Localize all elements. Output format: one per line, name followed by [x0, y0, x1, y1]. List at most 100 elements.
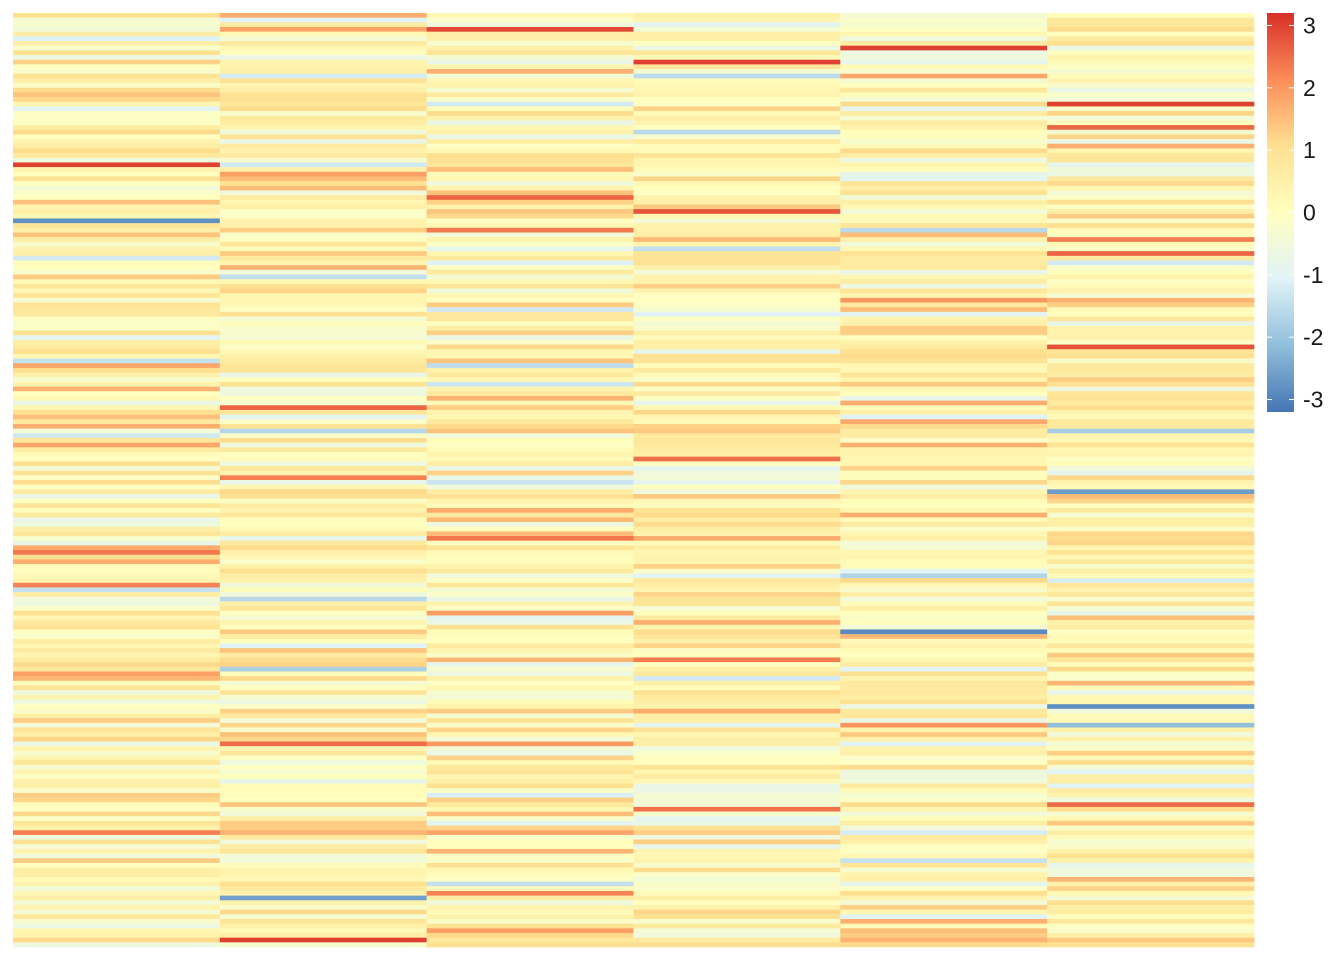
heatmap-cell [633, 792, 841, 798]
heatmap-cell [219, 423, 427, 429]
heatmap-cell [840, 708, 1048, 714]
heatmap-cell [633, 774, 841, 780]
heatmap-cell [13, 937, 221, 943]
heatmap-cell [1047, 582, 1255, 588]
heatmap-cell [633, 339, 841, 345]
heatmap-cell [1047, 900, 1255, 906]
heatmap-cell [13, 834, 221, 840]
heatmap-cell [840, 386, 1048, 392]
heatmap-cell [13, 825, 221, 831]
heatmap-cell [633, 923, 841, 929]
heatmap-cell [1047, 465, 1255, 471]
heatmap-cell [840, 792, 1048, 798]
heatmap-cell [426, 78, 634, 84]
heatmap-cell [219, 391, 427, 397]
heatmap-cell [633, 802, 841, 808]
heatmap-cell [13, 83, 221, 89]
heatmap-cell [219, 269, 427, 275]
heatmap-cell [1047, 45, 1255, 51]
heatmap-cell [219, 713, 427, 719]
heatmap-cell [840, 811, 1048, 817]
heatmap-cell [1047, 867, 1255, 873]
heatmap-cell [633, 456, 841, 462]
heatmap-cell [13, 802, 221, 808]
heatmap-cell [426, 307, 634, 313]
heatmap-cell [219, 297, 427, 303]
heatmap-cell [1047, 461, 1255, 467]
heatmap-cell [633, 269, 841, 275]
heatmap-cell [633, 839, 841, 845]
heatmap-cell [219, 629, 427, 635]
heatmap-cell [840, 676, 1048, 682]
heatmap-cell [426, 704, 634, 710]
heatmap-cell [633, 606, 841, 612]
heatmap-cell [840, 349, 1048, 355]
heatmap-cell [840, 788, 1048, 794]
heatmap-cell [633, 92, 841, 98]
heatmap-cell [840, 531, 1048, 537]
heatmap-cell [1047, 162, 1255, 168]
heatmap-cell [840, 377, 1048, 383]
heatmap-cell [633, 522, 841, 527]
heatmap-cell [633, 498, 841, 504]
heatmap-cell [1047, 265, 1255, 271]
heatmap-cell [219, 386, 427, 392]
heatmap-cell [426, 862, 634, 868]
heatmap-cell [426, 17, 634, 23]
heatmap-cell [633, 508, 841, 513]
heatmap-cell [13, 732, 221, 738]
heatmap-cell [840, 942, 1048, 948]
heatmap-cell [13, 405, 221, 411]
heatmap-cell [13, 171, 221, 177]
heatmap-cell [426, 367, 634, 373]
heatmap-cell [1047, 610, 1255, 616]
heatmap-cell [633, 36, 841, 42]
heatmap-cell [219, 718, 427, 724]
heatmap-cell [426, 881, 634, 887]
heatmap-cell [840, 615, 1048, 621]
heatmap-cell [1047, 508, 1255, 513]
heatmap-cell [219, 587, 427, 593]
heatmap-cell [13, 788, 221, 794]
heatmap-cell [426, 176, 634, 182]
heatmap-cell [219, 325, 427, 331]
heatmap-cell [13, 918, 221, 924]
heatmap-cell [219, 363, 427, 369]
heatmap-cell [426, 447, 634, 453]
heatmap-cell [633, 465, 841, 471]
heatmap-cell [13, 22, 221, 28]
heatmap-cell [840, 610, 1048, 616]
heatmap-cell [840, 134, 1048, 140]
heatmap-cell [426, 783, 634, 789]
heatmap-cell [1047, 634, 1255, 640]
heatmap-cell [840, 475, 1048, 481]
heatmap-cell [1047, 111, 1255, 117]
heatmap-cell [840, 437, 1048, 443]
heatmap-cell [219, 811, 427, 817]
heatmap-cell [426, 363, 634, 369]
heatmap-cell [1047, 545, 1255, 551]
heatmap-cell [1047, 727, 1255, 733]
heatmap-cell [633, 437, 841, 443]
heatmap-cell [1047, 522, 1255, 527]
heatmap-cell [1047, 517, 1255, 523]
heatmap-cell [13, 330, 221, 336]
heatmap-cell [1047, 227, 1255, 233]
heatmap-cell [219, 27, 427, 32]
heatmap-cell [1047, 722, 1255, 728]
heatmap-cell [840, 498, 1048, 504]
heatmap-cell [633, 914, 841, 920]
heatmap-cell [633, 55, 841, 60]
legend-tick-label: 0 [1303, 200, 1316, 226]
heatmap-cell [1047, 937, 1255, 943]
heatmap-cell [219, 73, 427, 79]
heatmap-cell [1047, 148, 1255, 154]
heatmap-cell [13, 237, 221, 243]
heatmap-cell [840, 727, 1048, 733]
heatmap-cell [1047, 624, 1255, 630]
heatmap-cell [426, 302, 634, 308]
heatmap-cell [1047, 437, 1255, 443]
heatmap-cell [633, 353, 841, 359]
heatmap-cell [840, 489, 1048, 495]
heatmap-cell [13, 321, 221, 327]
